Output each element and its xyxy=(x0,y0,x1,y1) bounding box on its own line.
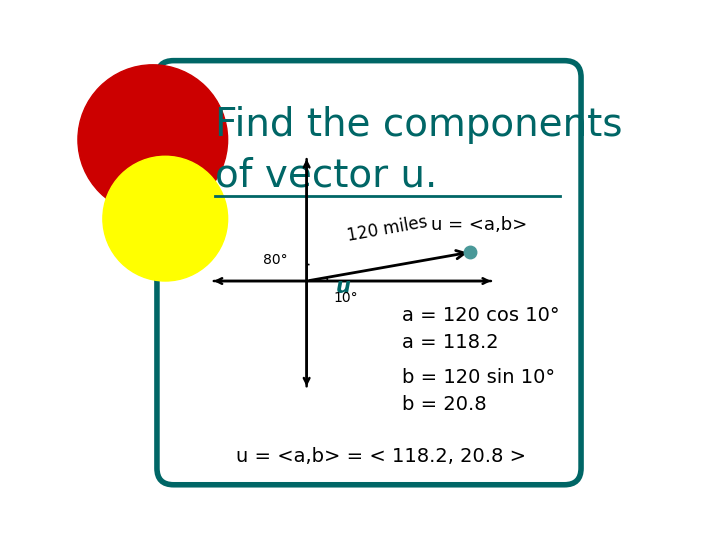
Text: 10°: 10° xyxy=(333,292,359,306)
Text: 80°: 80° xyxy=(264,253,288,267)
Text: u: u xyxy=(336,277,351,297)
Text: of vector u.: of vector u. xyxy=(215,156,438,194)
Text: 120 miles: 120 miles xyxy=(346,213,429,245)
Text: b = 20.8: b = 20.8 xyxy=(402,395,487,414)
Text: a = 120 cos 10°: a = 120 cos 10° xyxy=(402,306,560,325)
Text: u = <a,b> = < 118.2, 20.8 >: u = <a,b> = < 118.2, 20.8 > xyxy=(236,447,526,467)
Circle shape xyxy=(103,156,228,281)
Circle shape xyxy=(78,65,228,214)
Text: a = 118.2: a = 118.2 xyxy=(402,333,499,352)
Text: u = <a,b>: u = <a,b> xyxy=(431,216,527,234)
Text: b = 120 sin 10°: b = 120 sin 10° xyxy=(402,368,555,387)
FancyBboxPatch shape xyxy=(157,60,581,485)
Text: Find the components: Find the components xyxy=(215,106,623,144)
